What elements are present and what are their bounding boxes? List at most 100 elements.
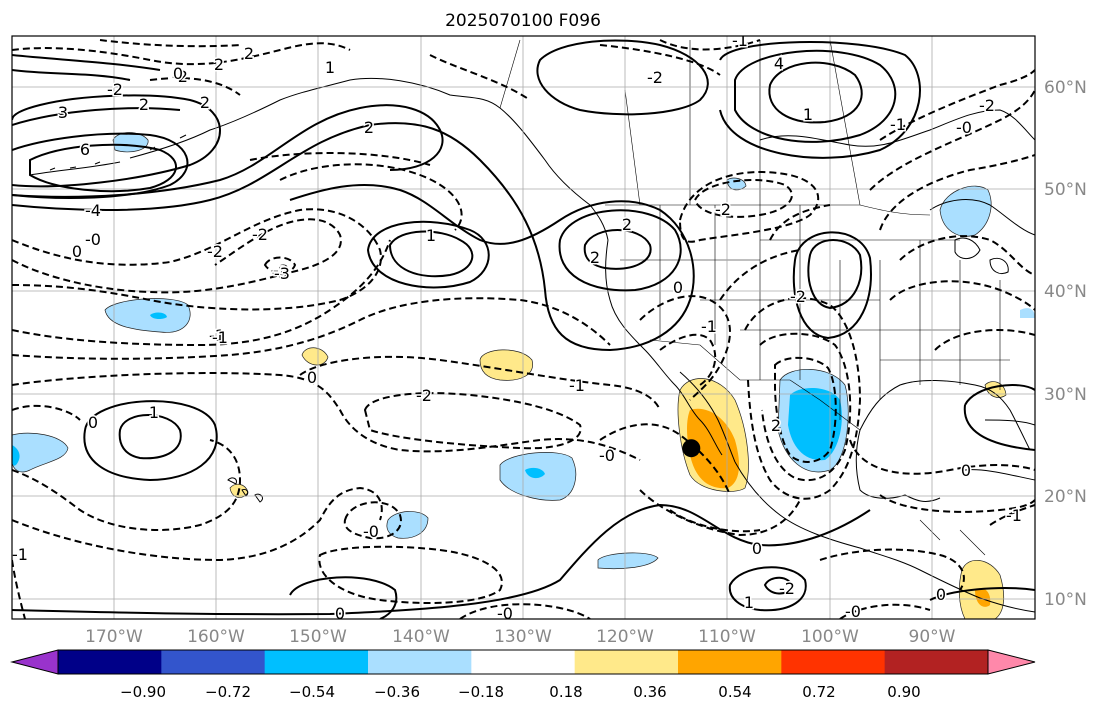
contour-label: -0 — [85, 230, 101, 249]
contour-negative — [599, 44, 721, 76]
point-marker — [682, 439, 701, 458]
contour-negative — [343, 501, 402, 540]
political-borders — [499, 39, 1010, 556]
contour-label: 1 — [149, 403, 159, 422]
state-borders — [620, 205, 1010, 420]
colorbar-box — [884, 650, 989, 674]
contour-label: 0 — [72, 242, 82, 261]
border-us-mexico — [649, 339, 861, 431]
contour-label: 2 — [244, 44, 254, 63]
contour-positive — [728, 566, 807, 612]
latitude-labels: 60°N 50°N 40°N 30°N 20°N 10°N — [1044, 78, 1087, 610]
shade-positive — [479, 349, 533, 381]
contour-positive — [719, 41, 921, 159]
contour-negative — [839, 603, 931, 619]
contour-label: 0 — [961, 461, 971, 480]
contour-label: -2 — [715, 200, 731, 219]
colorbar-tick-label: 0.72 — [802, 683, 835, 701]
contour-negative — [639, 295, 731, 401]
colorbar-tick-label: −0.90 — [120, 683, 166, 701]
province-borders — [624, 39, 861, 206]
shade-negative — [12, 432, 69, 473]
colorbar-box — [368, 650, 472, 674]
contour-label: -1 — [1006, 506, 1022, 525]
colorbar-box — [264, 650, 369, 674]
contour-label: -0 — [956, 118, 972, 137]
colorbar-tick-label: −0.18 — [458, 683, 504, 701]
contour-negative — [889, 280, 1035, 311]
contour-label: -2 — [207, 242, 223, 261]
shade-negative — [726, 177, 747, 191]
contour-positive — [792, 231, 872, 340]
contour-label: -2 — [172, 67, 188, 86]
contour-positive — [12, 54, 161, 71]
contour-negative — [719, 249, 801, 301]
colorbar-box — [678, 650, 782, 674]
colorbar-extend-high — [987, 649, 1036, 675]
contour-label: 6 — [80, 140, 90, 159]
contour-positive — [583, 229, 652, 270]
colorbar-box — [161, 650, 266, 674]
colorbar-tick-label: 0.54 — [718, 683, 751, 701]
contour-label: 1 — [744, 593, 754, 612]
contour-negative — [659, 39, 761, 51]
colorbar-tick-label: 0.36 — [633, 683, 666, 701]
shade-positive — [687, 408, 740, 489]
lat-label-50n: 50°N — [1044, 180, 1087, 200]
contour-negative — [12, 404, 242, 531]
colorbar-tick-label: −0.36 — [374, 683, 420, 701]
coastline-canada — [759, 109, 1035, 236]
contour-label: -2 — [647, 68, 663, 87]
contour-label: -3 — [272, 263, 288, 282]
colorbar: −0.90 −0.72 −0.54 −0.36 −0.18 0.18 0.36 … — [10, 649, 1036, 701]
contour-positive — [768, 61, 863, 124]
coastline-greatlakes — [954, 237, 1009, 274]
contour-label: -1 — [732, 31, 748, 50]
contour-label: -2 — [779, 579, 795, 598]
contour-negative — [12, 239, 391, 347]
colorbar-box — [574, 650, 679, 674]
contour-negative — [899, 235, 1035, 276]
map-frame — [11, 35, 1036, 620]
contour-label: 0 — [173, 64, 183, 83]
lon-label-160w: 160°W — [187, 627, 245, 647]
contour-negative — [363, 392, 582, 450]
contour-negative — [669, 509, 761, 533]
contour-negative — [12, 297, 611, 360]
contour-label: 4 — [774, 54, 784, 73]
contour-negative — [99, 39, 241, 48]
contour-positive — [29, 143, 177, 193]
contour-label: 2 — [590, 248, 600, 267]
coastline-cuba — [964, 469, 1035, 481]
contour-label: 0 — [307, 368, 317, 387]
contour-positive — [536, 39, 709, 116]
contour-label: 0 — [673, 278, 683, 297]
contour-label: 0 — [936, 585, 946, 604]
contour-label: 1 — [325, 58, 335, 77]
contour-label: 2 — [364, 118, 374, 137]
contour-positive — [83, 400, 218, 482]
contour-negative — [879, 494, 1035, 513]
contour-negative — [12, 559, 26, 619]
contour-label: -0 — [845, 602, 861, 621]
colorbar-ticks: −0.90 −0.72 −0.54 −0.36 −0.18 0.18 0.36 … — [120, 683, 921, 701]
contour-positive — [289, 576, 398, 619]
contour-negative — [599, 423, 731, 496]
contour-label: -2 — [790, 287, 806, 306]
contour-negative — [318, 545, 503, 604]
lon-label-120w: 120°W — [596, 627, 654, 647]
contour-negative — [934, 329, 1035, 351]
contour-label: -2 — [416, 386, 432, 405]
contour-label: 1 — [803, 105, 813, 124]
contour-label: 1 — [426, 226, 436, 245]
contour-negative — [989, 504, 1035, 526]
colorbar-box — [58, 650, 162, 674]
lon-label-100w: 100°W — [801, 627, 859, 647]
contour-negative — [744, 297, 862, 500]
coastline-gulf-california — [679, 371, 736, 463]
contour-label: -0 — [497, 604, 513, 623]
lat-label-10n: 10°N — [1044, 590, 1087, 610]
colorbar-boxes — [58, 650, 989, 674]
contour-positive — [12, 503, 871, 616]
colorbar-frame — [57, 649, 989, 675]
